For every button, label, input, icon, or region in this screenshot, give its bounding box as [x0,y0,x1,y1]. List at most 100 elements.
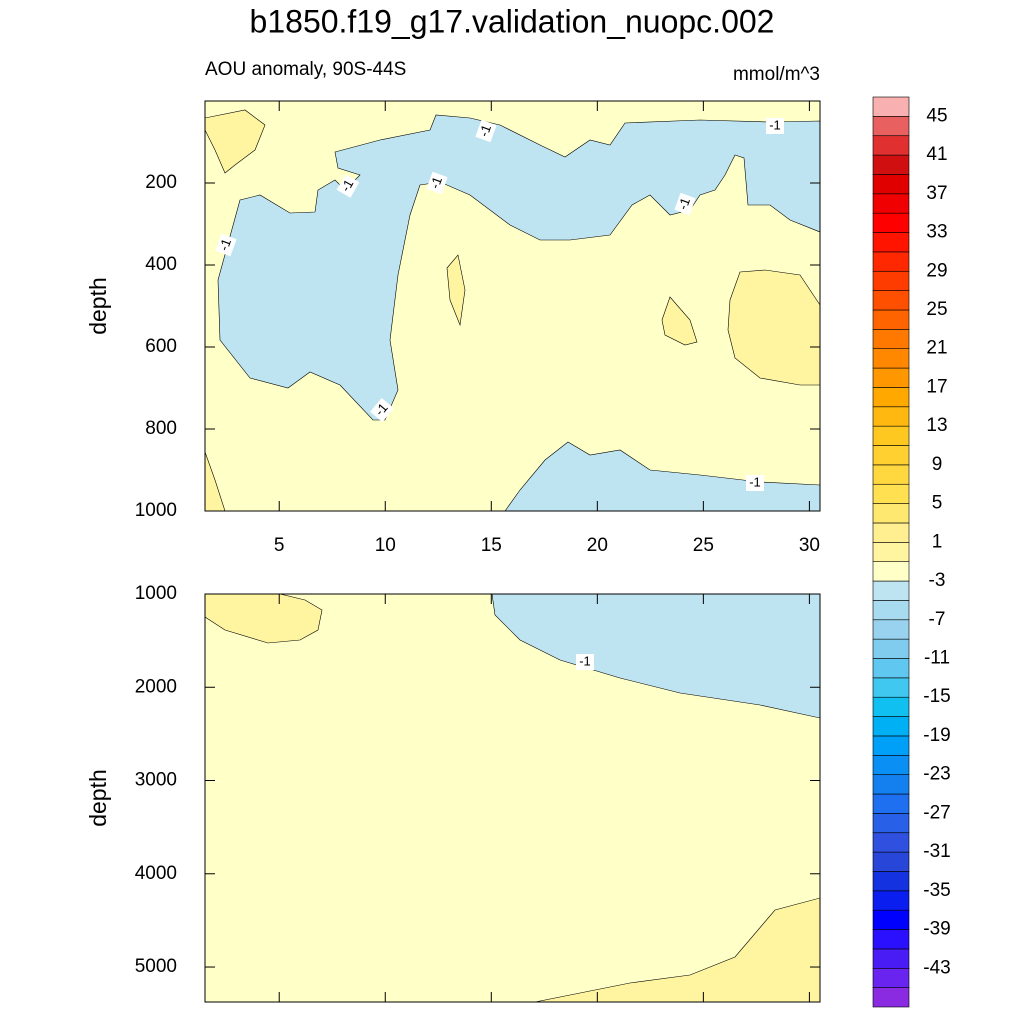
y-tick-label: 2000 [135,676,177,697]
colorbar-box [872,580,910,601]
x-tick-label: 25 [693,535,714,556]
colorbar-label: 17 [926,376,947,397]
colorbar-box [872,174,910,195]
colorbar-label: 33 [926,222,947,243]
label-bg [426,171,448,195]
contour-fill [205,594,820,1002]
colorbar-label: 41 [926,144,947,165]
colorbar-label: -31 [923,841,950,862]
x-tick-label: 10 [375,535,396,556]
colorbar-box [872,929,910,950]
colorbar-box [872,890,910,911]
colorbar-label: -3 [929,570,946,591]
colorbar-label: -23 [923,764,950,785]
colorbar-box [872,851,910,872]
colorbar-box [872,503,910,524]
colorbar-box [872,832,910,853]
colorbar-box [872,309,910,330]
contour-fill [205,101,820,511]
colorbar-box [872,387,910,408]
colorbar-box [872,871,910,892]
contour-label-text: -1 [579,653,591,668]
colorbar-label: -11 [924,648,950,669]
colorbar-label: -39 [923,919,950,940]
colorbar-box [872,193,910,214]
contour-label: -1 [426,171,448,195]
y-tick-label: 800 [145,418,177,439]
colorbar-box [872,948,910,969]
contour-label: -1 [215,233,237,257]
colorbar-box [872,696,910,717]
colorbar-label: 25 [926,299,947,320]
colorbar-box [872,813,910,834]
contour-label-text: -1 [476,123,494,139]
contour-label: -1 [475,119,497,143]
colorbar-box [872,967,910,988]
label-bg [576,654,594,670]
colorbar-box [872,561,910,582]
units: mmol/m^3 [733,64,820,85]
colorbar-box [872,658,910,679]
left-string: AOU anomaly, 90S-44S [205,59,406,80]
y-tick-label: 1000 [135,583,177,604]
contour-label-text: -1 [427,175,445,191]
colorbar-box [872,329,910,350]
colorbar-box [872,348,910,369]
plot-frame [204,593,821,1003]
y-tick-label: 200 [145,172,177,193]
y-tick-label: 3000 [135,770,177,791]
plot-frame [204,100,821,512]
colorbar-box [872,290,910,311]
label-bg [370,397,394,423]
y-axis-label: depth [85,769,111,827]
contour-label: -1 [370,397,394,423]
colorbar-box [872,154,910,175]
colorbar-label: -27 [923,802,950,823]
label-bg [336,174,360,198]
contour-label-text: -1 [749,474,761,489]
colorbar-box [872,774,910,795]
contour-label: -1 [746,474,764,491]
colorbar-box [872,251,910,272]
colorbar-label: 45 [926,105,947,126]
y-tick-label: 400 [145,254,177,275]
contour-label-text: -1 [675,196,693,212]
colorbar-box [872,232,910,253]
colorbar-box [872,483,910,504]
x-tick-label: 20 [587,535,608,556]
colorbar-label: 5 [932,493,943,514]
contour-label: -1 [336,174,360,198]
colorbar-label: 29 [926,260,947,281]
colorbar-box [872,212,910,233]
x-tick-label: 15 [481,535,502,556]
colorbar-box [872,638,910,659]
contour-label: -1 [576,653,594,670]
contour-label-text: -1 [769,117,781,132]
colorbar-box [872,600,910,621]
colorbar-box [872,445,910,466]
colorbar-label: 1 [932,531,943,552]
colorbar-box [872,677,910,698]
label-bg [215,233,237,257]
y-tick-label: 4000 [135,863,177,884]
label-bg [475,119,497,143]
colorbar-label: 21 [926,338,947,359]
colorbar-box [872,735,910,756]
x-tick-label: 5 [274,535,285,556]
y-tick-label: 5000 [135,956,177,977]
colorbar-box [872,619,910,640]
colorbar-box [872,464,910,485]
colorbar-box [872,542,910,562]
colorbar-box [872,754,910,775]
colorbar-label: -35 [923,880,950,901]
colorbar-box [872,96,910,117]
contour-label: -1 [766,117,784,134]
colorbar-label: -43 [923,957,950,978]
chart-title: b1850.f19_g17.validation_nuopc.002 [250,3,775,39]
colorbar-box [872,406,910,427]
colorbar-box [872,425,910,446]
colorbar-box [872,909,910,930]
contour-label: -1 [674,192,696,216]
y-tick-label: 600 [145,336,177,357]
